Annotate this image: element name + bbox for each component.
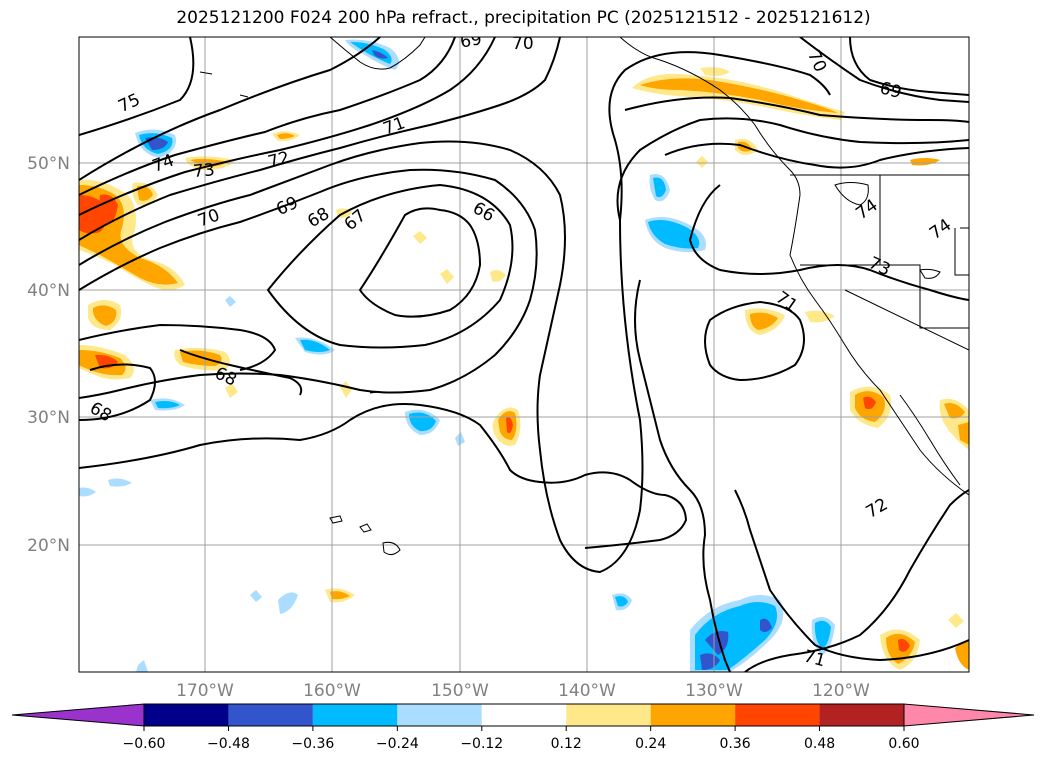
lat-label-20n: 20°N — [27, 536, 70, 556]
lon-label-160w: 160°W — [303, 681, 361, 701]
colorbar-tick-label: −0.60 — [123, 736, 166, 752]
refractivity-contours — [79, 37, 969, 672]
lon-label-170w: 170°W — [176, 681, 234, 701]
contour-label-70-top: 70 — [512, 34, 534, 54]
colorbar: −0.60 −0.48 −0.36 −0.24 −0.12 0.12 0.24 0.36 0.4… — [11, 703, 1035, 752]
contour-label-73: 73 — [192, 160, 215, 182]
colorbar-segment — [650, 704, 736, 726]
colorbar-outline — [143, 703, 905, 727]
colorbar-tick-label: 0.60 — [888, 736, 919, 752]
colorbar-tick-label: 0.36 — [720, 736, 751, 752]
colorbar-segment — [819, 704, 904, 726]
map-title: 2025121200 F024 200 hPa refract., precip… — [176, 8, 871, 28]
colorbar-segment — [228, 704, 313, 726]
lat-label-40n: 40°N — [27, 281, 70, 301]
colorbar-tick-label: 0.24 — [635, 736, 666, 752]
colorbar-tick-label: −0.12 — [460, 736, 503, 752]
colorbar-extend-max — [903, 703, 1035, 727]
colorbar-tick-label: −0.48 — [207, 736, 250, 752]
colorbar-segment — [481, 704, 567, 726]
colorbar-segment — [566, 704, 651, 726]
colorbar-extend-min — [11, 703, 145, 727]
lat-label-50n: 50°N — [27, 154, 70, 174]
map-frame — [78, 36, 970, 673]
colorbar-segment — [397, 704, 482, 726]
map-background — [79, 37, 969, 672]
colorbar-segment — [312, 704, 398, 726]
colorbar-tick-label: 0.48 — [804, 736, 835, 752]
colorbar-tick-label: 0.12 — [551, 736, 582, 752]
colorbar-segment — [735, 704, 820, 726]
lon-label-130w: 130°W — [685, 681, 743, 701]
lat-label-30n: 30°N — [27, 408, 70, 428]
colorbar-tick-label: −0.36 — [291, 736, 334, 752]
longitude-labels: 170°W 160°W 150°W 140°W 130°W 120°W — [176, 681, 870, 701]
lon-label-120w: 120°W — [812, 681, 870, 701]
contour-label-69-top: 69 — [459, 29, 484, 52]
coastlines — [199, 37, 969, 556]
colorbar-segment — [144, 704, 229, 726]
colorbar-tick-label: −0.24 — [376, 736, 419, 752]
graticule — [79, 37, 969, 672]
lon-label-140w: 140°W — [558, 681, 616, 701]
latitude-labels: 50°N 40°N 30°N 20°N — [27, 154, 70, 556]
lon-label-150w: 150°W — [431, 681, 489, 701]
